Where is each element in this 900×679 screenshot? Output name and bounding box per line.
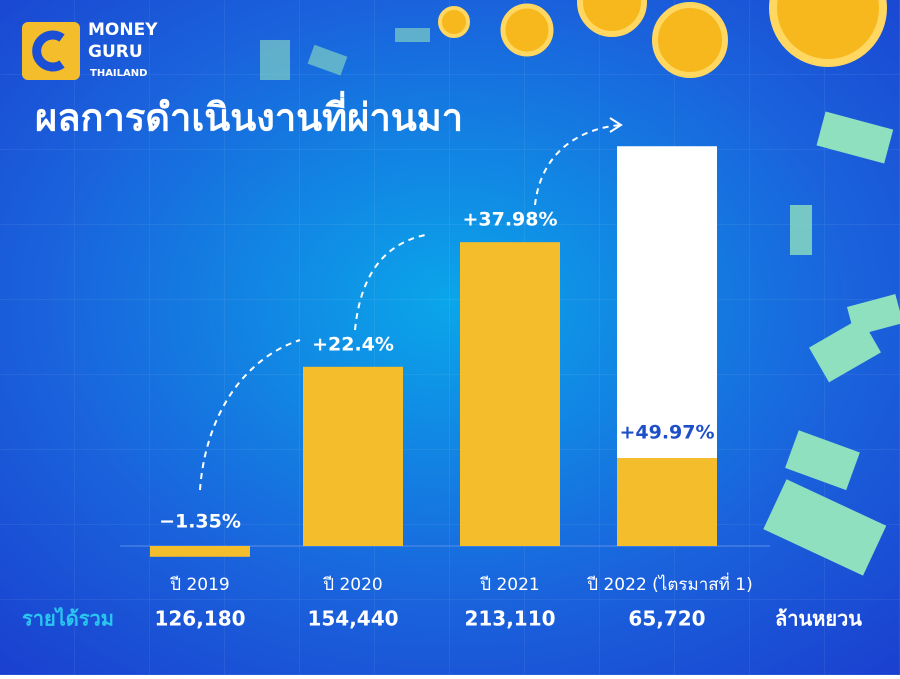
value-label: +49.97%: [619, 422, 714, 444]
brand: THAILAND: [90, 68, 147, 79]
bar: [303, 366, 403, 546]
bar: [460, 242, 560, 546]
revenue-value: 213,110: [464, 607, 555, 631]
x-tick-label: ปี 2022 (ไตรมาสที่ 1): [586, 572, 752, 595]
revenue-value: 126,180: [154, 607, 245, 631]
value-label: −1.35%: [159, 511, 241, 533]
bar-segment-q1: [617, 458, 717, 546]
brand: MONEY: [88, 20, 158, 40]
bar: [150, 546, 250, 557]
value-label: +22.4%: [312, 333, 394, 355]
revenue-value: 65,720: [628, 607, 705, 631]
unit-label: ล้านหยวน: [775, 607, 862, 631]
chart-title: ผลการดำเนินงานที่ผ่านมา: [35, 91, 463, 140]
value-label: +37.98%: [462, 209, 557, 231]
revenue-value: 154,440: [307, 607, 398, 631]
x-tick-label: ปี 2020: [322, 575, 382, 595]
x-tick-label: ปี 2019: [169, 575, 229, 595]
row-label: รายได้รวม: [22, 607, 114, 631]
brand: GURU: [88, 42, 143, 62]
x-tick-label: ปี 2021: [479, 575, 539, 595]
